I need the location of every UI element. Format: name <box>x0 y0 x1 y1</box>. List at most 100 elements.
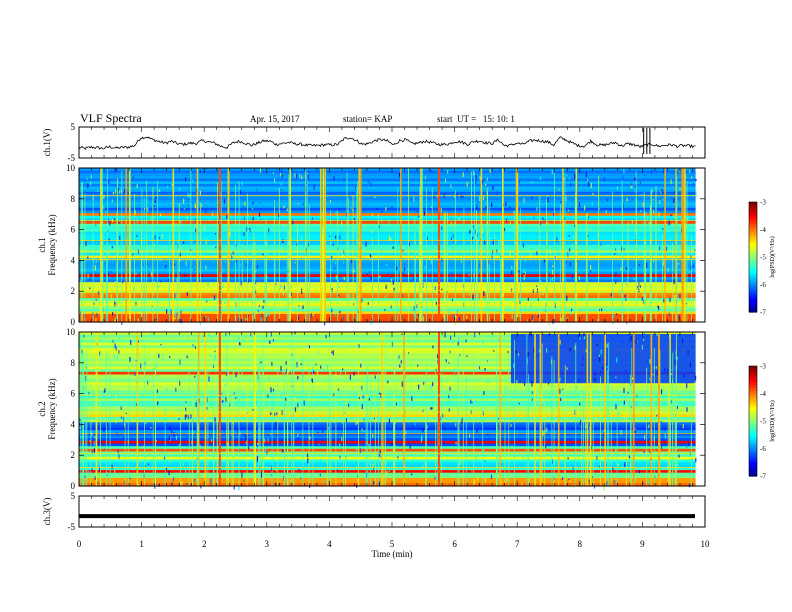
spectral-speckle <box>687 217 689 221</box>
spectral-speckle <box>676 356 679 360</box>
spectral-speckle <box>230 334 232 336</box>
spectral-speckle <box>599 466 601 469</box>
spectral-speckle <box>660 421 662 423</box>
spectral-speckle <box>87 471 90 473</box>
spectral-speckle <box>113 354 116 359</box>
spectral-speckle <box>272 245 274 250</box>
spectral-speckle <box>250 332 252 337</box>
spectral-speckle <box>694 249 696 251</box>
spectral-speckle <box>312 312 314 317</box>
spectral-speckle <box>311 378 313 383</box>
spectral-speckle <box>342 368 344 371</box>
spectral-speckle <box>247 339 249 342</box>
spectral-speckle <box>146 199 148 204</box>
spectral-speckle <box>606 484 608 486</box>
x-tick-label: 3 <box>265 539 270 549</box>
spectral-speckle <box>669 237 671 242</box>
spectral-speckle <box>625 280 627 285</box>
spectral-speckle <box>583 335 585 340</box>
spectral-speckle <box>383 338 385 343</box>
spectral-speckle <box>201 450 203 453</box>
spectral-speckle <box>169 356 171 359</box>
spectral-speckle <box>631 185 633 189</box>
spectral-speckle <box>410 197 413 203</box>
spectral-speckle <box>268 311 271 316</box>
spectral-speckle <box>577 419 579 421</box>
spectral-speckle <box>207 317 209 323</box>
spectral-speckle <box>214 354 216 360</box>
spectral-speckle <box>641 193 643 196</box>
spectral-speckle <box>627 391 629 394</box>
spectral-speckle <box>131 418 134 423</box>
colorbar-segment <box>749 415 757 419</box>
spectral-speckle <box>145 175 147 177</box>
colorbar-segment <box>749 254 757 258</box>
spectral-speckle <box>598 208 601 210</box>
spectral-speckle <box>402 271 404 276</box>
spectral-speckle <box>185 414 187 418</box>
spectral-speckle <box>527 375 529 379</box>
spectral-speckle <box>516 380 518 385</box>
spectral-speckle <box>361 428 363 432</box>
frequency-band <box>79 242 696 246</box>
frequency-band <box>79 276 696 281</box>
spectral-speckle <box>94 476 96 481</box>
spectral-speckle <box>643 482 645 485</box>
spectral-speckle <box>116 390 118 395</box>
colorbar-segment <box>749 423 757 428</box>
spectral-speckle <box>561 477 564 480</box>
spectral-speckle <box>199 170 201 173</box>
spectral-speckle <box>268 404 271 407</box>
spectral-speckle <box>547 197 549 203</box>
spectral-speckle <box>473 272 475 278</box>
frequency-band <box>79 390 696 394</box>
spectral-speckle <box>458 217 460 221</box>
spectral-speckle <box>298 232 300 238</box>
frequency-band <box>79 247 696 251</box>
spectral-speckle <box>307 458 309 464</box>
spectral-speckle <box>93 302 95 305</box>
spectral-speckle <box>405 431 407 434</box>
spectral-speckle <box>300 477 302 480</box>
spectral-speckle <box>638 264 641 266</box>
spectral-speckle <box>153 205 155 207</box>
spectral-speckle <box>388 235 391 241</box>
spectral-speckle <box>108 179 110 185</box>
spectral-speckle <box>584 205 586 211</box>
spectral-speckle <box>201 204 203 207</box>
spectral-speckle <box>382 337 384 341</box>
frequency-band <box>79 178 696 182</box>
spectral-speckle <box>643 174 645 177</box>
frequency-band <box>79 266 696 270</box>
spectral-speckle <box>257 217 259 220</box>
spectral-speckle <box>238 398 241 404</box>
spectral-speckle <box>214 417 216 422</box>
frequency-band <box>79 168 696 172</box>
spectral-speckle <box>235 397 237 399</box>
frequency-band <box>79 478 696 482</box>
spectral-speckle <box>353 335 355 340</box>
spectral-speckle <box>272 388 275 392</box>
frequency-band <box>79 456 696 461</box>
spectral-speckle <box>551 459 553 464</box>
spectral-speckle <box>367 180 369 184</box>
colorbar-segment <box>749 202 757 206</box>
spectral-speckle <box>232 251 234 255</box>
spectral-speckle <box>187 436 189 441</box>
spectral-speckle <box>225 332 227 336</box>
spectral-speckle <box>334 312 336 316</box>
spectral-speckle <box>339 443 341 447</box>
spectral-speckle <box>186 483 188 485</box>
spectral-speckle <box>578 275 580 280</box>
spectral-speckle <box>653 198 655 201</box>
spectral-speckle <box>368 398 370 401</box>
spectral-speckle <box>568 235 570 237</box>
spectral-speckle <box>451 272 453 276</box>
spectral-speckle <box>432 382 434 387</box>
spectral-speckle <box>664 367 666 372</box>
spectral-speckle <box>379 393 382 396</box>
spectral-speckle <box>430 260 432 265</box>
spectral-speckle <box>415 342 417 344</box>
spectral-speckle <box>450 335 452 340</box>
